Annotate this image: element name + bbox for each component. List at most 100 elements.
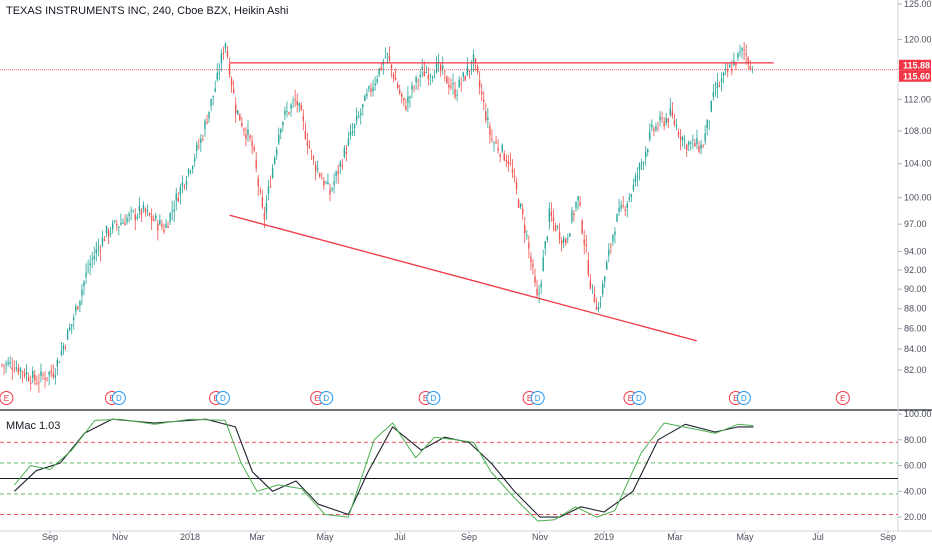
candle-body [263,212,266,220]
candle-body [364,95,366,102]
candle-body [601,283,604,295]
candle-body [604,276,606,281]
candle-body [556,225,559,228]
candle-body [571,210,573,222]
candle-body [677,131,680,136]
candle-body [300,105,302,111]
candle-body [636,175,639,177]
candle-body [105,225,108,234]
event-label: E [527,394,532,403]
candle-body [532,264,534,268]
candle-body [577,196,579,201]
candle-body [232,89,235,93]
candle-body [749,66,751,71]
candle-body [243,128,245,131]
candle-body [673,120,676,125]
candle-body [489,126,491,135]
candle-body [372,87,374,92]
candle-body [140,209,143,215]
candle-body [499,154,501,158]
candle-body [294,99,296,100]
candle-body [181,182,184,186]
candle-body [87,269,89,270]
candle-body [575,202,577,208]
candle-body [581,220,583,233]
candle-body [706,119,708,128]
candle-body [97,247,100,249]
candle-body [13,370,15,372]
candle-body [679,136,682,140]
candle-body [60,350,63,356]
candle-body [483,99,485,102]
candle-body [5,363,7,365]
candle-body [191,166,194,170]
candle-body [630,194,633,198]
price-tick-label: 100.00 [904,193,932,203]
candle-body [526,235,528,236]
candle-body [675,125,678,127]
candle-body [681,137,684,141]
candle-body [107,230,110,237]
candle-body [120,223,122,225]
event-label: D [430,394,436,403]
candle-body [337,171,339,174]
candle-body [485,111,487,121]
candle-body [618,208,620,212]
candle-body [690,142,692,144]
candle-body [536,288,538,296]
candle-body [649,131,651,140]
candle-body [563,238,565,243]
candle-body [669,107,671,116]
candle-body [89,263,91,266]
candle-body [360,112,362,115]
candle-body [624,209,626,211]
candle-body [530,256,532,263]
candle-body [157,223,159,231]
candle-body [353,124,356,128]
candle-body [583,239,585,245]
candle-body [731,69,733,72]
candle-body [169,212,171,222]
candle-body [66,330,69,340]
candle-body [427,75,430,79]
dividend-event-icon: D [111,391,126,405]
price-tick-label: 112.00 [904,94,931,104]
event-label: D [323,394,329,403]
candle-body [284,110,286,115]
candle-body [692,139,694,141]
candle-body [593,294,596,303]
candle-body [737,52,739,59]
candle-body [591,284,594,286]
candle-body [280,129,282,134]
candle-body [71,324,73,327]
candle-body [608,249,610,256]
candle-body [155,215,157,219]
candle-body [495,142,497,144]
candle-body [612,235,614,242]
candle-body [548,208,551,222]
candle-body [444,70,446,72]
candle-body [36,383,38,384]
candle-body [440,64,442,71]
candle-body [554,225,557,231]
candle-body [386,53,389,55]
candle-body [42,375,44,377]
trendline [229,214,697,342]
dividend-event-icon: D [736,391,751,405]
candle-body [58,361,61,363]
time-tick-label: Sep [461,532,477,542]
candle-body [112,223,114,230]
candle-body [739,51,741,53]
candle-body [11,367,13,370]
time-tick-label: Nov [532,532,549,542]
candle-body [659,116,661,121]
candle-body [538,293,540,295]
candle-body [401,93,403,97]
candle-body [75,306,77,312]
candle-body [312,156,315,159]
candle-body [148,213,151,216]
candle-body [319,173,321,177]
candle-body [103,239,106,242]
